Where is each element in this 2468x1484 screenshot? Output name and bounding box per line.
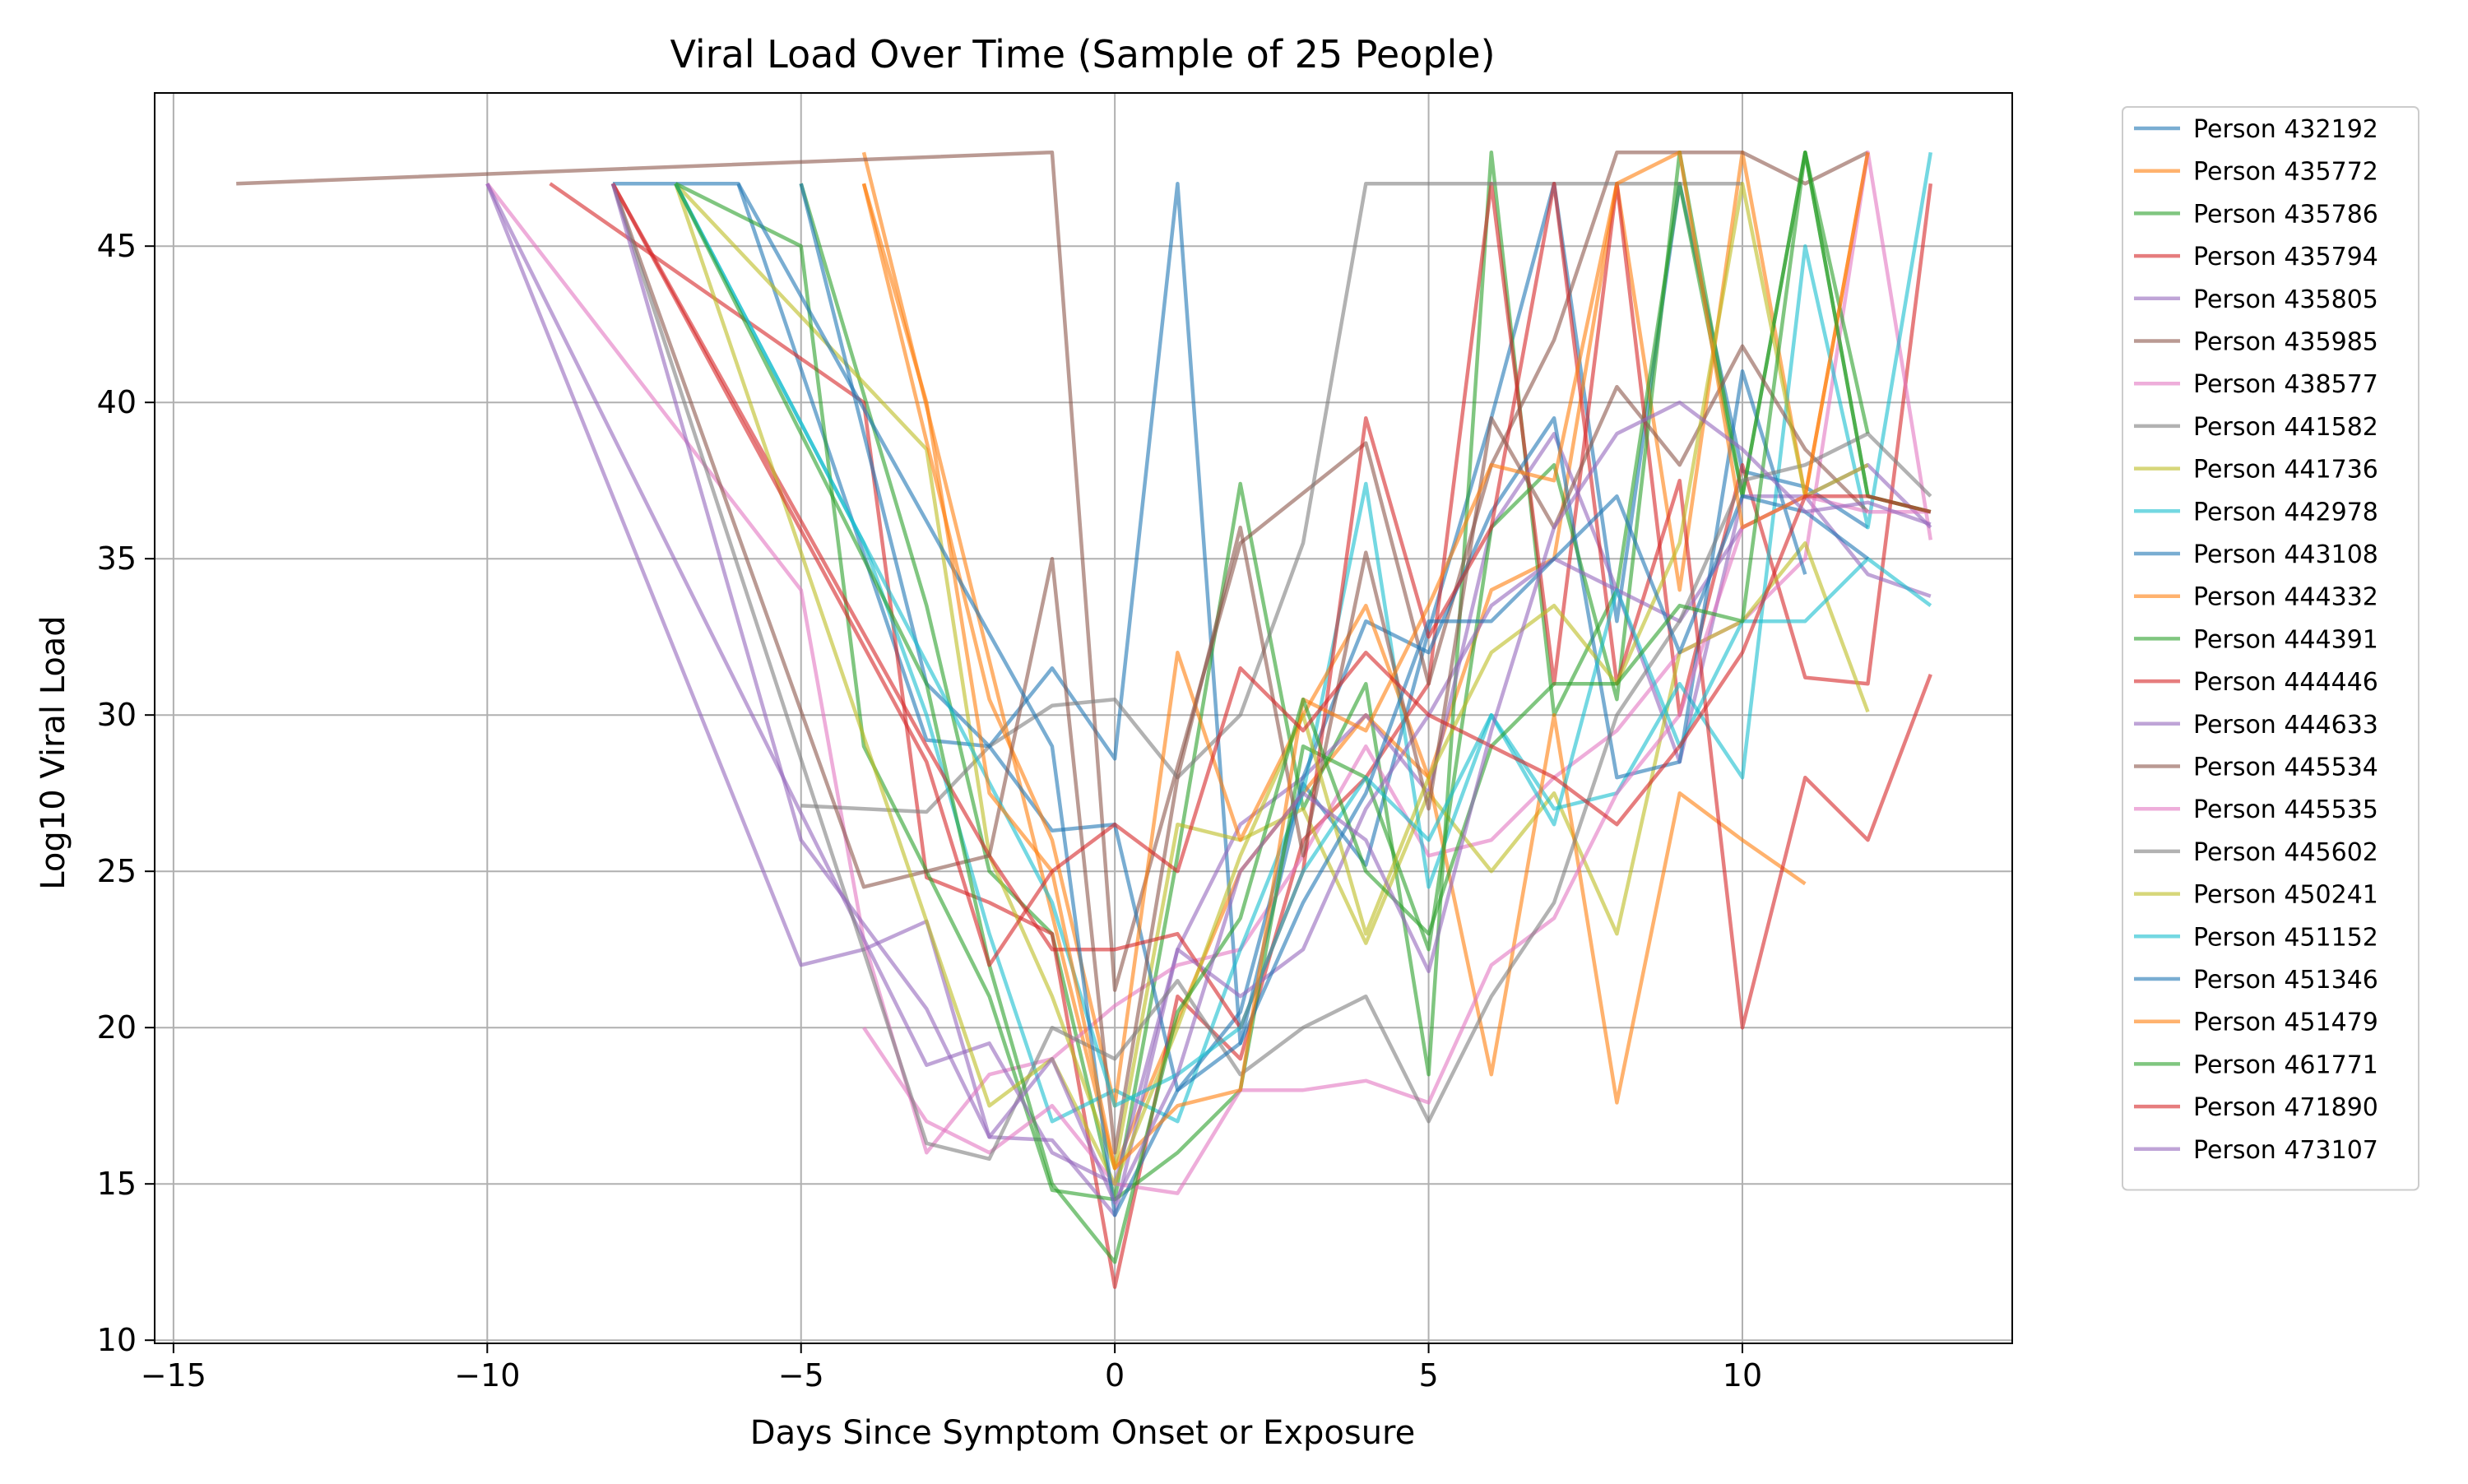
legend-label: Person 445602 bbox=[2193, 838, 2378, 867]
legend-label: Person 444391 bbox=[2193, 625, 2378, 654]
legend-label: Person 451152 bbox=[2193, 923, 2378, 952]
legend-label: Person 451346 bbox=[2193, 966, 2378, 995]
series-line-20 bbox=[674, 183, 1932, 1108]
legend-label: Person 443108 bbox=[2193, 540, 2378, 569]
legend-label: Person 435985 bbox=[2193, 328, 2378, 357]
y-tick-label: 15 bbox=[97, 1166, 137, 1202]
y-tick-label: 30 bbox=[97, 697, 137, 733]
legend-label: Person 461771 bbox=[2193, 1050, 2378, 1079]
series-line-18 bbox=[610, 183, 1932, 1162]
plot-frame bbox=[154, 92, 2013, 1344]
x-tick-label: 0 bbox=[1105, 1357, 1125, 1394]
chart-title: Viral Load Over Time (Sample of 25 Peopl… bbox=[670, 32, 1495, 77]
legend-label: Person 444332 bbox=[2193, 583, 2378, 612]
series-line-12 bbox=[861, 183, 1807, 1108]
x-axis-label: Days Since Symptom Onset or Exposure bbox=[750, 1414, 1415, 1452]
legend-label: Person 451479 bbox=[2193, 1009, 2378, 1037]
y-tick-label: 35 bbox=[97, 540, 137, 577]
x-tick-label: −10 bbox=[454, 1357, 520, 1394]
legend-label: Person 473107 bbox=[2193, 1136, 2378, 1165]
series-line-8 bbox=[800, 181, 1742, 814]
legend-label: Person 435805 bbox=[2193, 285, 2378, 314]
legend-label: Person 438577 bbox=[2193, 370, 2378, 399]
series-line-14 bbox=[610, 181, 1932, 1030]
x-tick-label: 10 bbox=[1723, 1357, 1762, 1394]
legend-label: Person 471890 bbox=[2193, 1093, 2378, 1122]
series-line-10 bbox=[674, 151, 1933, 1124]
legend-label: Person 450241 bbox=[2193, 881, 2378, 910]
legend-label: Person 435794 bbox=[2193, 243, 2378, 271]
y-tick-label: 20 bbox=[97, 1009, 137, 1046]
series-line-2 bbox=[861, 150, 1870, 1171]
legend: Person 432192 Person 435772 Person 435786 P… bbox=[2122, 106, 2419, 1191]
legend-label: Person 432192 bbox=[2193, 115, 2378, 144]
x-tick-label: −15 bbox=[141, 1357, 206, 1394]
legend-label: Person 445535 bbox=[2193, 795, 2378, 824]
x-tick-label: −5 bbox=[778, 1357, 824, 1394]
legend-label: Person 442978 bbox=[2193, 498, 2378, 526]
series-line-22 bbox=[861, 150, 1870, 1171]
legend-label: Person 441582 bbox=[2193, 413, 2378, 442]
x-tick-label: 5 bbox=[1418, 1357, 1438, 1394]
legend-label: Person 444446 bbox=[2193, 668, 2378, 697]
axis-ticks: −15 −10 −5 0 5 10 10 15 20 25 30 35 40 45 bbox=[97, 228, 1763, 1394]
y-tick-label: 10 bbox=[97, 1322, 137, 1358]
legend-label: Person 435772 bbox=[2193, 158, 2378, 187]
legend-box bbox=[2122, 106, 2419, 1191]
series-line-25 bbox=[610, 183, 1932, 1205]
legend-label: Person 445534 bbox=[2193, 754, 2378, 782]
series-lines bbox=[236, 150, 1933, 1289]
y-axis-label: Log10 Viral Load bbox=[35, 615, 72, 889]
y-tick-label: 40 bbox=[97, 384, 137, 420]
legend-label: Person 441736 bbox=[2193, 456, 2378, 485]
y-tick-label: 45 bbox=[97, 228, 137, 264]
legend-label: Person 435786 bbox=[2193, 200, 2378, 229]
legend-label: Person 444633 bbox=[2193, 711, 2378, 740]
y-tick-label: 25 bbox=[97, 853, 137, 889]
series-line-19 bbox=[674, 181, 1869, 1186]
series-line-24 bbox=[610, 183, 1932, 967]
